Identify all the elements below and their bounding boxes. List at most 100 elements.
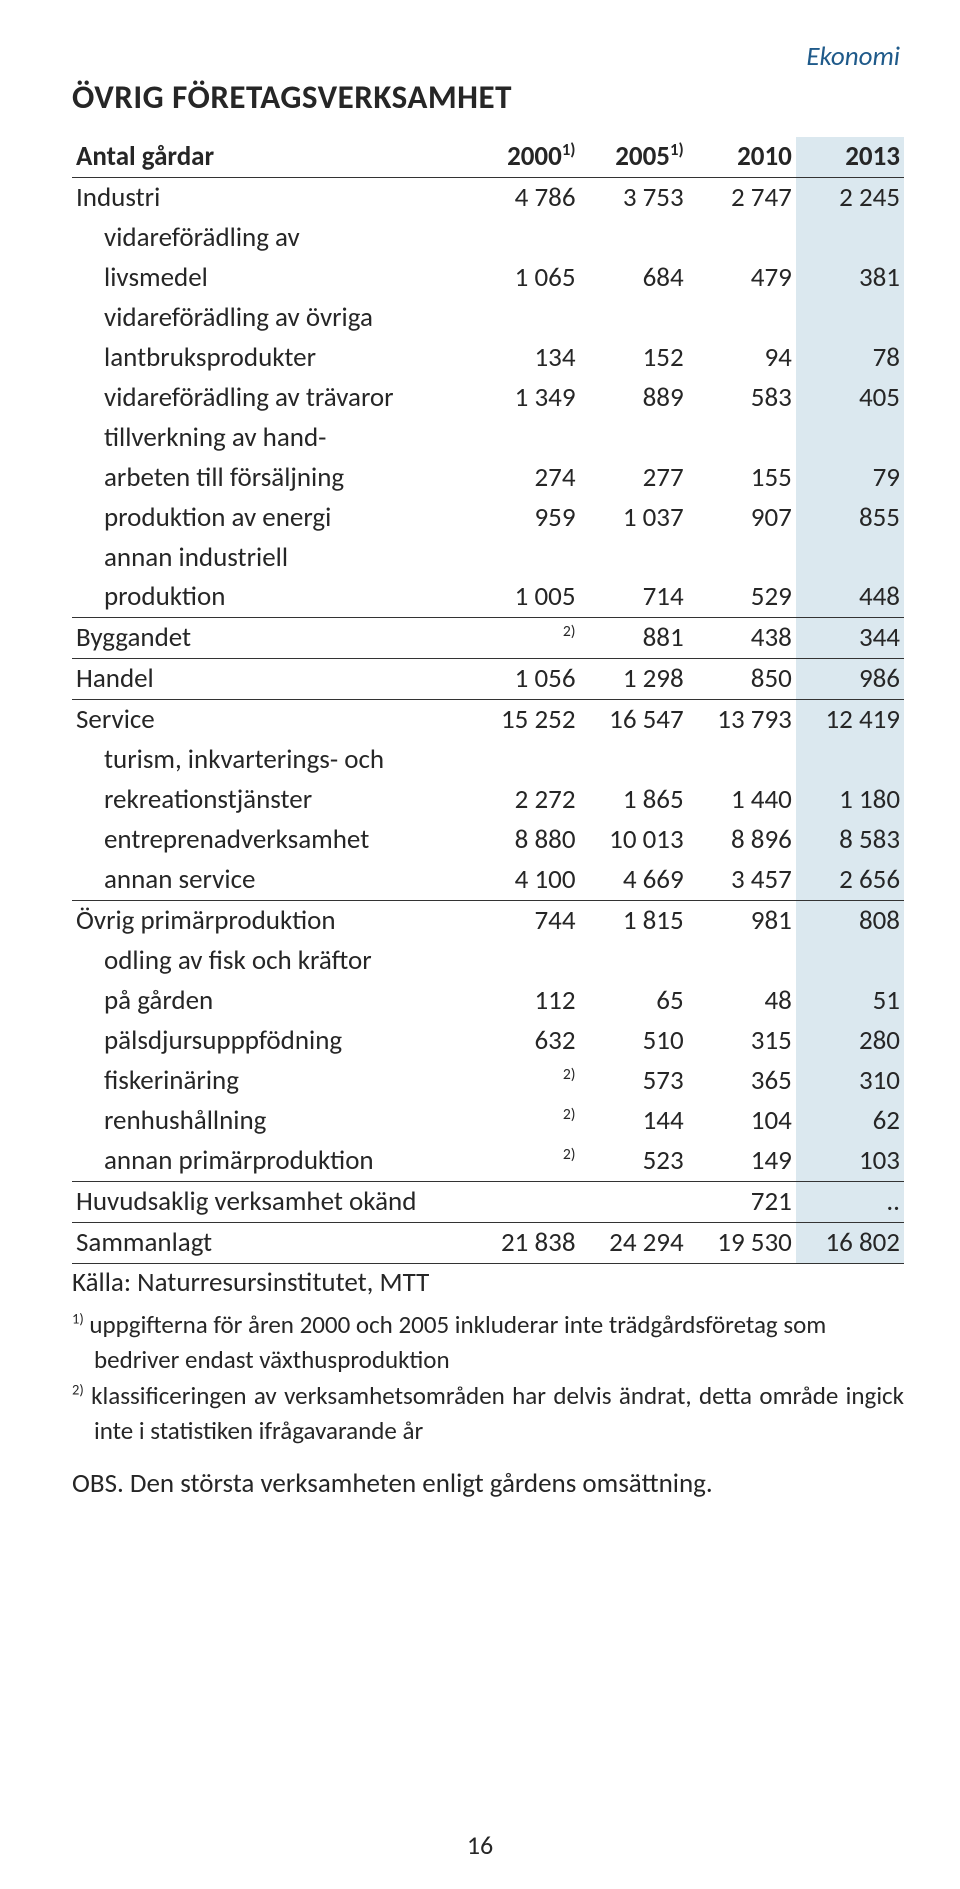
table-cell-empty	[796, 538, 904, 578]
table-cell: 103	[796, 1141, 904, 1181]
table-cell-empty	[471, 218, 579, 258]
table-label-line1: vidareförädling av	[72, 218, 471, 258]
footnote-1-marker: 1)	[72, 1309, 84, 1327]
table-cell: 986	[796, 659, 904, 700]
table-cell: 1 349	[471, 378, 579, 418]
table-label-line1: tillverkning av hand-	[72, 418, 471, 458]
table-label-line2: produktion	[72, 577, 471, 617]
table-cell: 12 419	[796, 700, 904, 740]
table-cell: 8 880	[471, 820, 579, 860]
table-cell: 315	[688, 1021, 796, 1061]
table-cell: 152	[580, 338, 688, 378]
table-label-line1: vidareförädling av övriga	[72, 298, 471, 338]
table-cell-empty	[796, 418, 904, 458]
table-cell: 274	[471, 458, 579, 498]
table-cell: 907	[688, 498, 796, 538]
table-label: Industri	[72, 177, 471, 217]
table-cell-empty	[471, 298, 579, 338]
table-label: renhushållning	[72, 1101, 471, 1141]
table-cell: 134	[471, 338, 579, 378]
table-cell: 381	[796, 258, 904, 298]
table-cell: 8 583	[796, 820, 904, 860]
table-cell: 155	[688, 458, 796, 498]
table-cell: 2 245	[796, 177, 904, 217]
table-label-line1: annan industriell	[72, 538, 471, 578]
table-cell: 24 294	[580, 1222, 688, 1263]
table-cell-empty	[471, 740, 579, 780]
table-cell: 850	[688, 659, 796, 700]
table-cell: 62	[796, 1101, 904, 1141]
table-cell: 714	[580, 577, 688, 617]
table-cell-empty	[688, 740, 796, 780]
table-cell: 881	[580, 618, 688, 659]
table-cell: 1 298	[580, 659, 688, 700]
table-label-line1: odling av fisk och kräftor	[72, 941, 471, 981]
table-cell: 1 815	[580, 901, 688, 941]
section-label: Ekonomi	[72, 40, 904, 73]
table-cell: 48	[688, 981, 796, 1021]
table-label-line2: lantbruksprodukter	[72, 338, 471, 378]
table-cell: 1 865	[580, 780, 688, 820]
table-cell: 721	[688, 1181, 796, 1222]
table-cell: 808	[796, 901, 904, 941]
table-cell: 365	[688, 1061, 796, 1101]
table-cell-empty	[471, 418, 579, 458]
table-header-cell: 20051)	[580, 137, 688, 177]
table-label: pälsdjursupppfödning	[72, 1021, 471, 1061]
table-cell: 3 753	[580, 177, 688, 217]
table-cell: 1 440	[688, 780, 796, 820]
table-cell: 1 037	[580, 498, 688, 538]
table-cell-empty	[688, 941, 796, 981]
table-cell: 65	[580, 981, 688, 1021]
table-label: Huvudsaklig verksamhet okänd	[72, 1181, 471, 1222]
table-cell: 1 005	[471, 577, 579, 617]
table-cell: 684	[580, 258, 688, 298]
source-line: Källa: Naturresursinstitutet, MTT	[72, 1266, 904, 1299]
table-cell: 744	[471, 901, 579, 941]
table-cell: 2)	[471, 1141, 579, 1181]
table-label: Handel	[72, 659, 471, 700]
table-header-cell: 2010	[688, 137, 796, 177]
table-cell: 438	[688, 618, 796, 659]
table-label: entreprenadverksamhet	[72, 820, 471, 860]
table-label: Service	[72, 700, 471, 740]
footnote-2-text: klassificeringen av verksamhetsområden h…	[84, 1380, 904, 1447]
footnote-2-marker: 2)	[72, 1380, 84, 1398]
table-cell: 310	[796, 1061, 904, 1101]
table-label-line1: turism, inkvarterings- och	[72, 740, 471, 780]
table-cell: 2)	[471, 618, 579, 659]
table-cell-empty	[580, 740, 688, 780]
table-cell: 523	[580, 1141, 688, 1181]
table-cell: 2)	[471, 1061, 579, 1101]
table-cell: 13 793	[688, 700, 796, 740]
table-label-line2: på gården	[72, 981, 471, 1021]
table-cell: 78	[796, 338, 904, 378]
table-cell-empty	[471, 538, 579, 578]
table-cell: 479	[688, 258, 796, 298]
table-cell: 855	[796, 498, 904, 538]
table-cell: 510	[580, 1021, 688, 1061]
table-cell: 15 252	[471, 700, 579, 740]
table-cell: 529	[688, 577, 796, 617]
table-cell: 4 100	[471, 860, 579, 900]
table-label: vidareförädling av trävaror	[72, 378, 471, 418]
table-label-line2: rekreationstjänster	[72, 780, 471, 820]
table-cell: 21 838	[471, 1222, 579, 1263]
table-cell-empty	[688, 538, 796, 578]
table-cell-empty	[580, 218, 688, 258]
table-cell-empty	[471, 941, 579, 981]
data-table: Antal gårdar20001)20051)20102013Industri…	[72, 137, 904, 1264]
table-header-cell: 20001)	[471, 137, 579, 177]
table-cell: 2 656	[796, 860, 904, 900]
table-cell: 8 896	[688, 820, 796, 860]
table-header-cell: 2013	[796, 137, 904, 177]
table-cell-empty	[580, 418, 688, 458]
table-cell	[580, 1181, 688, 1222]
table-cell: 16 802	[796, 1222, 904, 1263]
table-label: Byggandet	[72, 618, 471, 659]
table-cell: 280	[796, 1021, 904, 1061]
table-cell: 104	[688, 1101, 796, 1141]
table-cell: 277	[580, 458, 688, 498]
table-cell: 51	[796, 981, 904, 1021]
table-label: Sammanlagt	[72, 1222, 471, 1263]
